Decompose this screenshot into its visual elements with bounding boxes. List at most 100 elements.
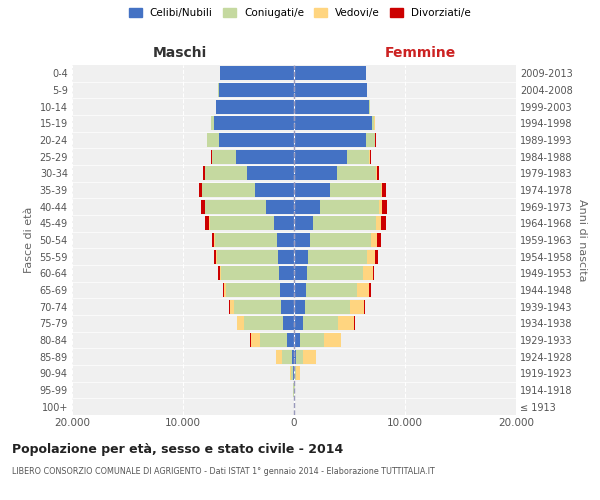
Bar [306, 283, 357, 297]
Bar [294, 283, 306, 297]
Bar [220, 266, 221, 280]
Bar [212, 150, 236, 164]
Bar [218, 266, 220, 280]
Bar [202, 183, 255, 197]
Bar [280, 283, 294, 297]
Bar [372, 116, 374, 130]
Bar [380, 216, 386, 230]
Bar [296, 366, 300, 380]
Text: LIBERO CONSORZIO COMUNALE DI AGRIGENTO - Dati ISTAT 1° gennaio 2014 - Elaborazio: LIBERO CONSORZIO COMUNALE DI AGRIGENTO -… [12, 468, 435, 476]
Bar [205, 200, 266, 214]
Bar [203, 166, 205, 180]
Bar [294, 183, 329, 197]
Bar [247, 166, 294, 180]
Bar [350, 300, 364, 314]
Bar [299, 333, 324, 347]
Text: Maschi: Maschi [153, 46, 207, 60]
Bar [205, 216, 209, 230]
Bar [294, 83, 367, 97]
Bar [377, 166, 379, 180]
Bar [294, 100, 370, 114]
Bar [303, 316, 338, 330]
Bar [221, 266, 279, 280]
Bar [376, 166, 377, 180]
Bar [324, 333, 341, 347]
Bar [287, 333, 294, 347]
Bar [276, 350, 282, 364]
Bar [294, 366, 295, 380]
Bar [290, 366, 292, 380]
Bar [211, 116, 214, 130]
Bar [292, 350, 294, 364]
Bar [375, 250, 378, 264]
Bar [294, 250, 308, 264]
Bar [199, 183, 202, 197]
Bar [354, 316, 355, 330]
Bar [223, 283, 224, 297]
Bar [294, 200, 320, 214]
Bar [230, 300, 234, 314]
Bar [218, 133, 294, 147]
Bar [307, 266, 363, 280]
Y-axis label: Anni di nascita: Anni di nascita [577, 198, 587, 281]
Bar [296, 350, 303, 364]
Bar [337, 166, 376, 180]
Bar [215, 233, 277, 247]
Bar [294, 66, 366, 80]
Bar [305, 300, 350, 314]
Bar [294, 316, 303, 330]
Bar [205, 166, 247, 180]
Bar [226, 283, 280, 297]
Bar [214, 233, 215, 247]
Bar [236, 150, 294, 164]
Bar [294, 116, 372, 130]
Bar [202, 200, 205, 214]
Bar [260, 333, 287, 347]
Bar [266, 200, 294, 214]
Bar [218, 83, 294, 97]
Bar [294, 133, 366, 147]
Y-axis label: Fasce di età: Fasce di età [24, 207, 34, 273]
Bar [367, 250, 375, 264]
Bar [293, 366, 294, 380]
Bar [377, 233, 380, 247]
Bar [347, 150, 370, 164]
Text: Popolazione per età, sesso e stato civile - 2014: Popolazione per età, sesso e stato civil… [12, 442, 343, 456]
Bar [294, 350, 296, 364]
Bar [277, 233, 294, 247]
Bar [313, 216, 376, 230]
Bar [295, 366, 296, 380]
Bar [238, 316, 244, 330]
Bar [294, 216, 313, 230]
Bar [208, 133, 218, 147]
Bar [320, 200, 379, 214]
Bar [279, 266, 294, 280]
Legend: Celibi/Nubili, Coniugati/e, Vedovi/e, Divorziati/e: Celibi/Nubili, Coniugati/e, Vedovi/e, Di… [126, 5, 474, 21]
Bar [224, 283, 226, 297]
Bar [338, 316, 354, 330]
Bar [236, 316, 238, 330]
Bar [294, 166, 337, 180]
Bar [209, 216, 274, 230]
Bar [214, 250, 217, 264]
Bar [294, 266, 307, 280]
Bar [211, 150, 212, 164]
Bar [370, 283, 371, 297]
Bar [283, 316, 294, 330]
Bar [244, 316, 283, 330]
Bar [282, 350, 292, 364]
Bar [371, 233, 377, 247]
Bar [220, 66, 294, 80]
Bar [373, 266, 374, 280]
Bar [329, 183, 380, 197]
Bar [382, 200, 386, 214]
Bar [281, 300, 294, 314]
Bar [217, 250, 278, 264]
Bar [294, 150, 347, 164]
Bar [379, 200, 382, 214]
Bar [278, 250, 294, 264]
Bar [363, 266, 373, 280]
Bar [294, 233, 310, 247]
Bar [229, 300, 230, 314]
Bar [382, 183, 386, 197]
